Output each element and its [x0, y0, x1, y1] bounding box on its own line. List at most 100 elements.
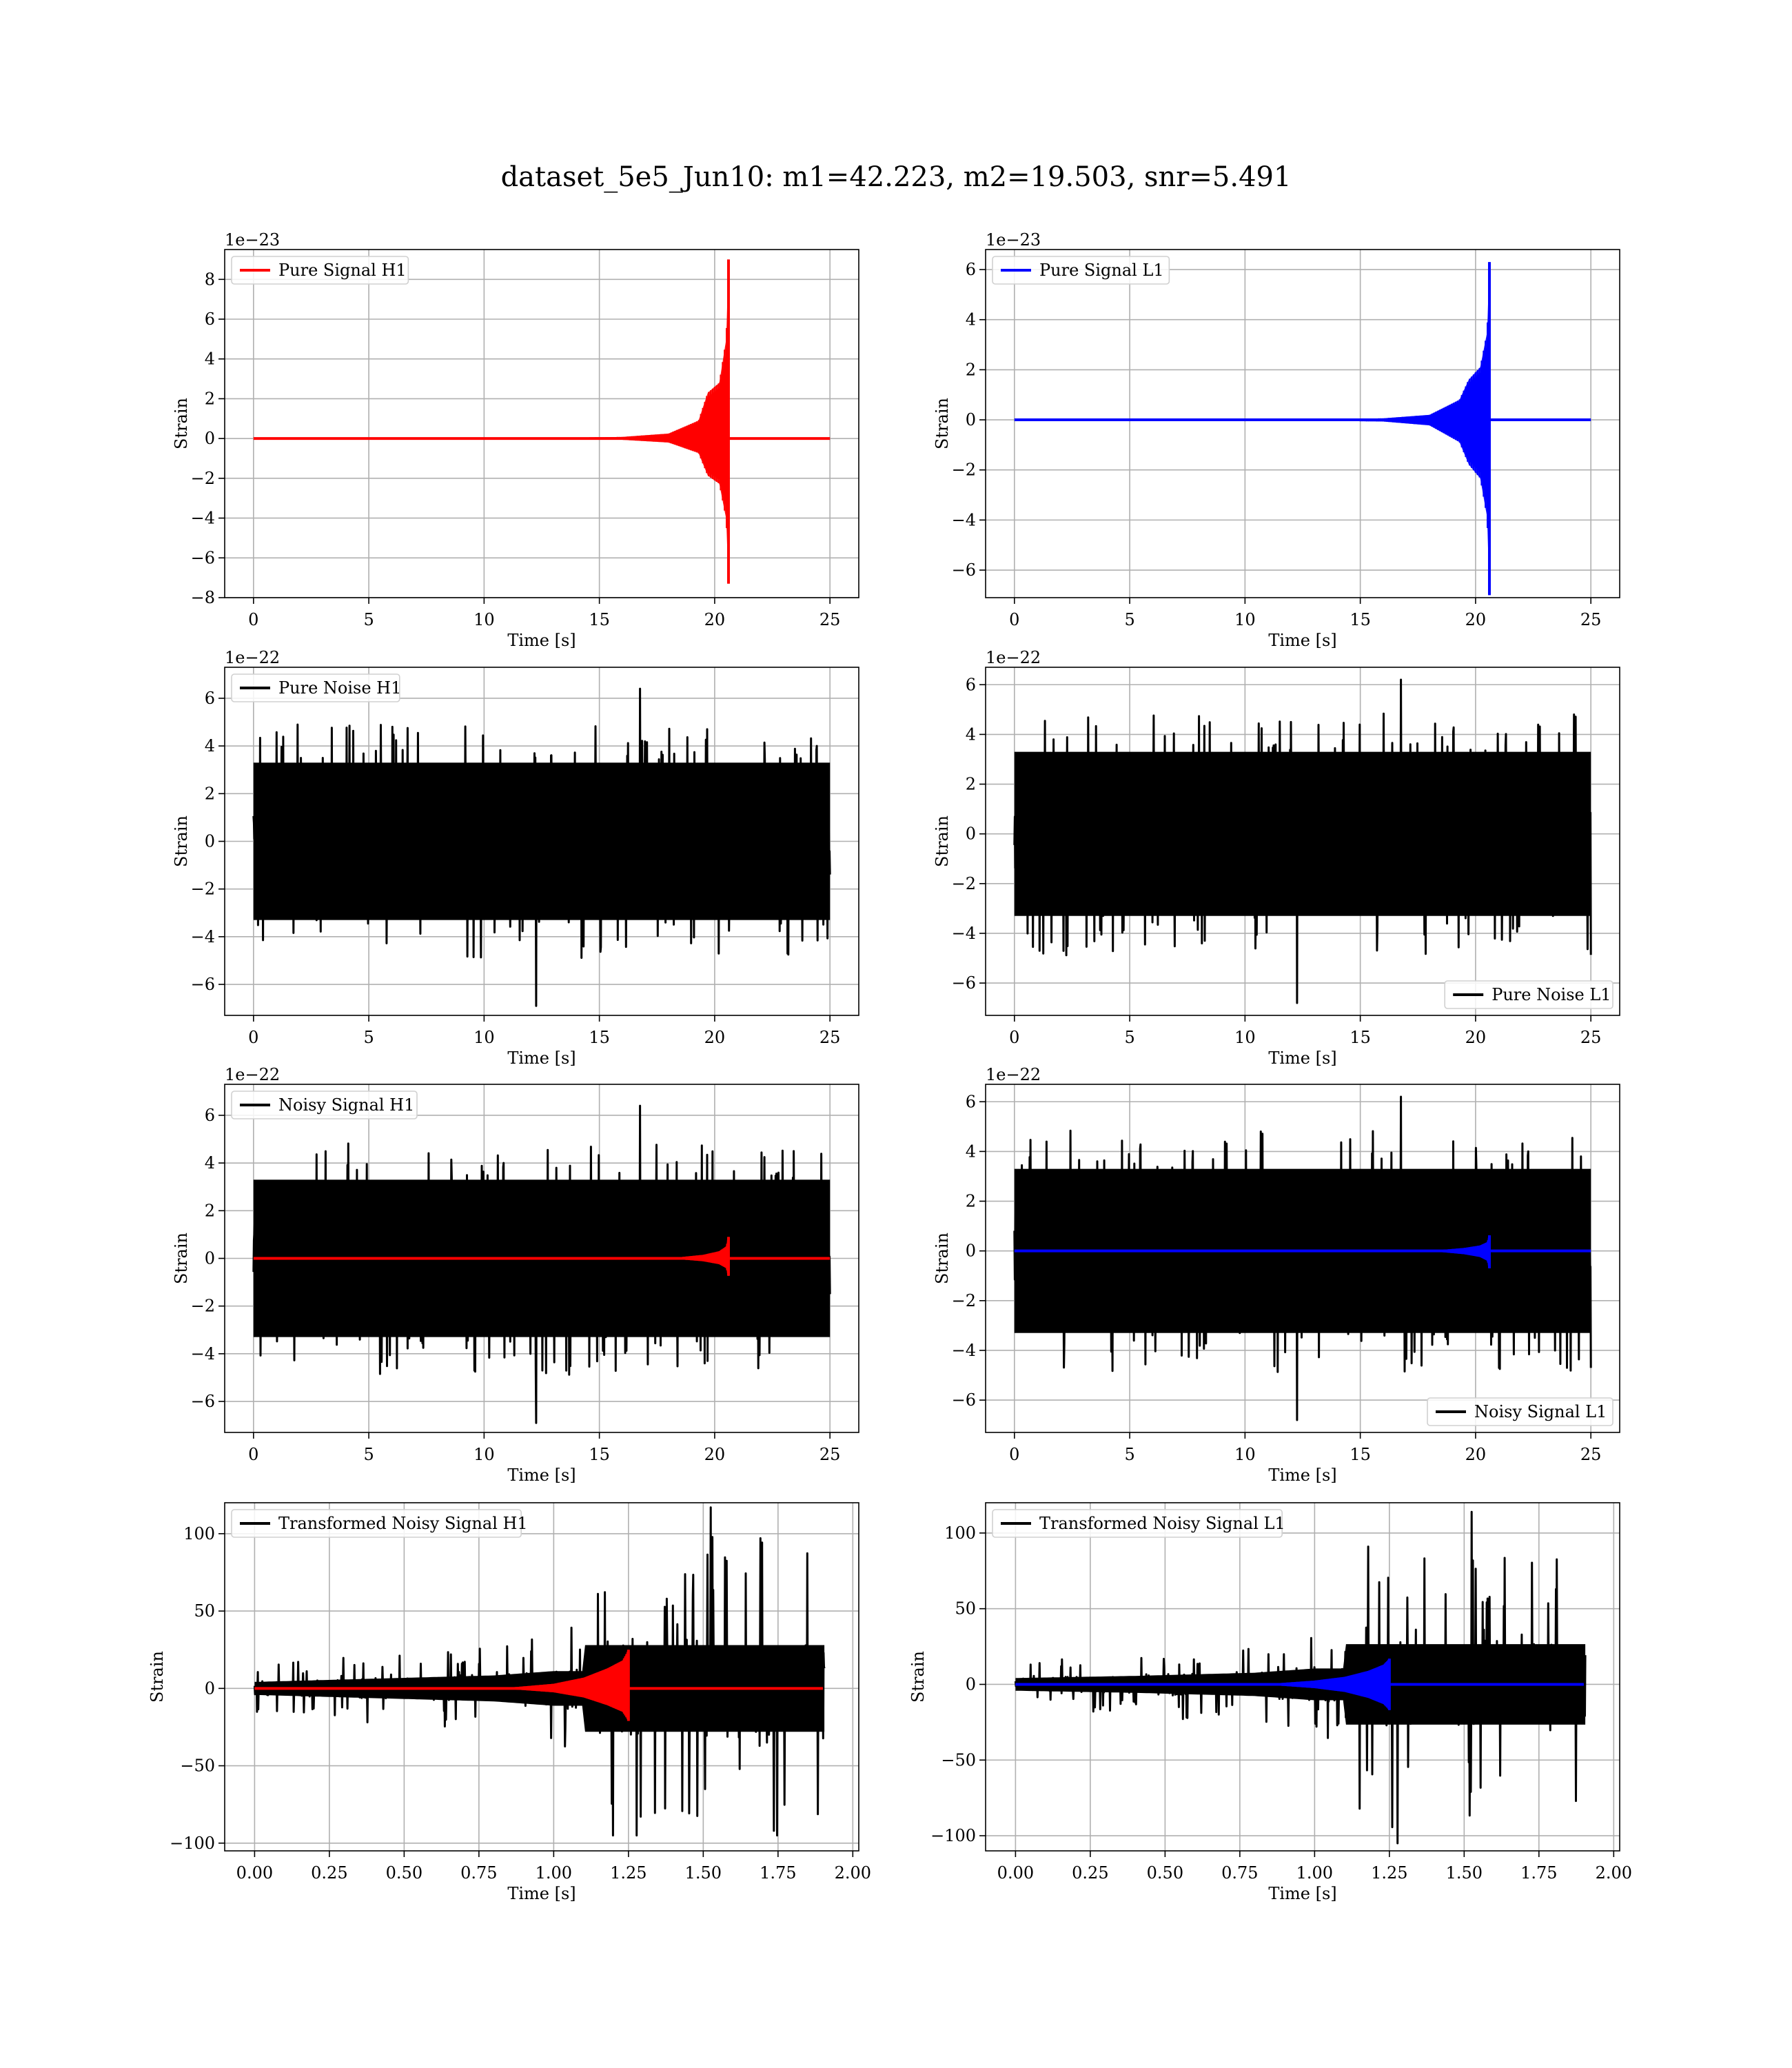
y-tick-label: −50 [180, 1756, 215, 1776]
y-tick-label: 0 [966, 1241, 976, 1261]
x-tick-label: 0 [1009, 1028, 1019, 1047]
legend: Pure Signal L1 [992, 256, 1170, 285]
x-axis-label: Time [s] [507, 1884, 576, 1903]
legend-label: Transformed Noisy Signal L1 [1039, 1514, 1285, 1533]
x-tick-label: 25 [819, 1028, 841, 1047]
y-tick-label: −2 [952, 1291, 976, 1310]
x-tick-label: 0 [248, 1445, 258, 1464]
axes-frame [985, 249, 1620, 598]
y-tick-label: −4 [191, 927, 215, 946]
noise-core-band [1014, 751, 1591, 916]
legend-label: Pure Noise L1 [1491, 985, 1611, 1004]
y-tick-label: −6 [952, 1390, 976, 1410]
y-tick-label: −6 [191, 975, 215, 994]
y-tick-label: 2 [205, 1201, 215, 1220]
subplot-transformed-l1: 0.00 0.25 0.50 0.75 1.00 1.25 1.50 1.75 2.00 −100… [908, 1502, 1632, 1903]
x-tick-label: 0.00 [236, 1863, 273, 1883]
x-tick-label: 25 [819, 1445, 841, 1464]
x-tick-label: 20 [704, 1028, 726, 1047]
legend: Pure Noise H1 [231, 673, 401, 702]
y-tick-label: 0 [966, 1674, 976, 1694]
legend-label: Pure Signal H1 [278, 261, 407, 280]
y-axis-label: Strain [933, 398, 952, 449]
legend-label: Noisy Signal L1 [1474, 1402, 1607, 1421]
plot-area [1014, 262, 1591, 596]
y-tick-label: 6 [966, 675, 976, 694]
y-tick-label: 2 [966, 360, 976, 379]
x-tick-label: 10 [1234, 1445, 1256, 1464]
subplot-pure-signal-h1: 0 5 10 15 20 25 −8 −6 −4 −2 0 2 4 6 8 Time [s] Strain 1e−… [172, 230, 859, 650]
x-tick-label: 15 [589, 1445, 610, 1464]
y-tick-label: 50 [955, 1599, 976, 1619]
legend-label: Transformed Noisy Signal H1 [278, 1514, 528, 1533]
plot-area [252, 1104, 831, 1424]
legend: Transformed Noisy Signal H1 [231, 1509, 528, 1538]
x-tick-label: 15 [589, 610, 610, 629]
x-axis-label: Time [s] [1268, 631, 1336, 650]
noise-core-band [253, 762, 831, 920]
axis-offset-text: 1e−23 [225, 230, 280, 250]
x-tick-label: 5 [363, 610, 374, 629]
y-tick-label: −6 [191, 1392, 215, 1411]
axes-frame [224, 1502, 859, 1852]
y-tick-label: 50 [194, 1601, 215, 1621]
y-tick-label: 6 [966, 1092, 976, 1111]
y-axis-label: Strain [147, 1651, 167, 1703]
legend-box [992, 1509, 1283, 1538]
x-tick-label: 0 [248, 610, 258, 629]
y-axis-label: Strain [933, 815, 952, 867]
y-tick-label: −2 [191, 1297, 215, 1316]
y-tick-label: −2 [952, 874, 976, 893]
y-tick-label: 4 [966, 1142, 976, 1161]
axes-frame [224, 249, 859, 598]
x-tick-label: 5 [1124, 1445, 1134, 1464]
figure-title: dataset_5e5_Jun10: m1=42.223, m2=19.503,… [501, 161, 1292, 193]
subplot-pure-noise-l1: 0 5 10 15 20 25 −6 −4 −2 0 2 4 6 Time [s] Strain 1e−22 P… [933, 648, 1620, 1068]
x-tick-label: 2.00 [835, 1863, 871, 1883]
y-tick-label: 8 [205, 270, 215, 289]
x-tick-label: 10 [474, 1445, 495, 1464]
y-tick-label: 0 [205, 832, 215, 851]
x-tick-label: 0 [1009, 610, 1019, 629]
x-tick-label: 15 [1350, 610, 1371, 629]
x-tick-label: 20 [704, 1445, 726, 1464]
legend-label: Noisy Signal H1 [278, 1095, 414, 1115]
legend: Pure Noise L1 [1444, 980, 1613, 1009]
x-tick-label: 15 [1350, 1445, 1371, 1464]
x-tick-label: 0.50 [386, 1863, 422, 1883]
y-tick-label: 4 [966, 310, 976, 330]
x-tick-label: 10 [474, 1028, 495, 1047]
axis-offset-text: 1e−22 [225, 648, 280, 667]
y-tick-label: 2 [966, 1192, 976, 1211]
y-tick-label: −4 [952, 510, 976, 529]
y-tick-label: 2 [205, 784, 215, 803]
y-axis-label: Strain [933, 1233, 952, 1284]
x-tick-label: 1.25 [1371, 1863, 1407, 1883]
y-tick-label: −4 [191, 509, 215, 528]
y-tick-label: 0 [966, 824, 976, 844]
x-tick-label: 20 [1465, 610, 1487, 629]
axis-offset-text: 1e−22 [986, 648, 1041, 667]
x-axis-label: Time [s] [507, 631, 576, 650]
x-tick-label: 1.75 [1520, 1863, 1557, 1883]
plot-area [1013, 678, 1592, 1004]
legend-box [231, 256, 409, 285]
x-tick-label: 5 [363, 1445, 374, 1464]
subplot-noisy-signal-h1: 0 5 10 15 20 25 −6 −4 −2 0 2 4 6 Time [s] Strain 1e−22 N… [172, 1065, 859, 1485]
x-axis-label: Time [s] [507, 1466, 576, 1485]
legend-box [1444, 980, 1613, 1009]
x-axis-label: Time [s] [507, 1048, 576, 1068]
x-axis-label: Time [s] [1268, 1048, 1336, 1068]
subplot-transformed-h1: 0.00 0.25 0.50 0.75 1.00 1.25 1.50 1.75 2.00 −100… [147, 1502, 871, 1903]
plot-area [252, 687, 831, 1007]
x-tick-label: 25 [1580, 610, 1602, 629]
x-tick-label: 0.25 [311, 1863, 347, 1883]
axes-frame [985, 1502, 1620, 1852]
x-tick-label: 15 [1350, 1028, 1371, 1047]
y-tick-label: −8 [191, 588, 215, 607]
y-tick-label: 0 [205, 1249, 215, 1268]
y-tick-label: 4 [966, 724, 976, 744]
axes-frame [985, 667, 1620, 1016]
